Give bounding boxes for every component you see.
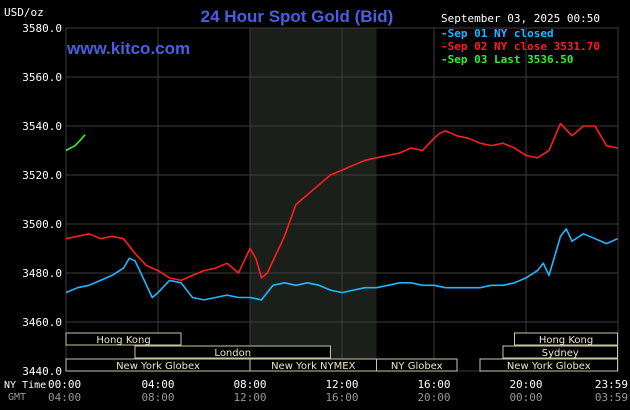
x-tick-label-gmt: 12:00 [233, 391, 266, 404]
watermark-text: www.kitco.com [66, 39, 190, 58]
x-tick-label-ny: 20:00 [509, 378, 542, 391]
timestamp: September 03, 2025 00:50 [441, 12, 600, 25]
session-label: New York Globex [116, 361, 200, 372]
chart-title: 24 Hour Spot Gold (Bid) [201, 7, 394, 26]
x-tick-label-gmt: 04:00 [48, 391, 81, 404]
x-tick-label-ny: 04:00 [141, 378, 174, 391]
session-bar [514, 332, 619, 346]
market-sessions: Hong Kong Hong Kong London Sydney New York G… [65, 332, 619, 372]
y-tick-label: 3440.0 [22, 365, 62, 378]
y-tick-label: 3580.0 [22, 22, 62, 35]
session-bar [376, 358, 458, 372]
legend-entry: -Sep 02 NY close 3531.70 [441, 40, 600, 53]
y-tick-label: 3540.0 [22, 120, 62, 133]
legend-entry: -Sep 03 Last 3536.50 [441, 53, 573, 66]
y-tick-label: 3560.0 [22, 71, 62, 84]
session-label: New York Globex [507, 361, 591, 372]
session-label: New York NYMEX [271, 361, 356, 372]
x-tick-label-ny: 23:59 [595, 378, 628, 391]
session-label: Hong Kong [96, 335, 150, 346]
x-tick-label-ny: 08:00 [233, 378, 266, 391]
session-bar [65, 332, 182, 346]
legend: -Sep 01 NY closed-Sep 02 NY close 3531.7… [441, 27, 600, 66]
series-line [65, 228, 618, 301]
series-line [65, 122, 618, 282]
x-tick-label-gmt: 03:59 [595, 391, 628, 404]
y-tick-label: 3480.0 [22, 267, 62, 280]
legend-entry: -Sep 01 NY closed [441, 27, 554, 40]
y-axis: 3580.0 3560.0 3540.0 3520.0 3500.0 3480.0 3460… [22, 22, 62, 378]
session-bar [502, 345, 619, 359]
session-bar [134, 345, 331, 359]
session-label: Sydney [542, 348, 579, 359]
x-tick-label-gmt: 08:00 [141, 391, 174, 404]
session-label: NY Globex [391, 361, 443, 372]
series-line [65, 134, 86, 152]
x-tick-label-gmt: 16:00 [325, 391, 358, 404]
x-tick-label-gmt: 00:00 [509, 391, 542, 404]
x-axis: 00:0004:0004:0008:0008:0012:0012:0016:00… [48, 378, 628, 404]
session-bar [479, 358, 619, 372]
y-tick-label: 3500.0 [22, 218, 62, 231]
x-tick-label-ny: 12:00 [325, 378, 358, 391]
session-label: London [214, 348, 251, 359]
y-tick-label: 3520.0 [22, 169, 62, 182]
x-tick-label-ny: 16:00 [417, 378, 450, 391]
price-series [65, 122, 618, 301]
x-tick-label-ny: 00:00 [48, 378, 81, 391]
y-axis-unit-label: USD/oz [4, 6, 44, 19]
ny-time-label: NY Time [4, 380, 46, 391]
trading-hours-shade [250, 28, 377, 371]
x-tick-label-gmt: 20:00 [417, 391, 450, 404]
session-label: Hong Kong [539, 335, 593, 346]
grid-lines [65, 27, 619, 372]
gmt-label: GMT [8, 392, 26, 403]
y-tick-label: 3460.0 [22, 316, 62, 329]
